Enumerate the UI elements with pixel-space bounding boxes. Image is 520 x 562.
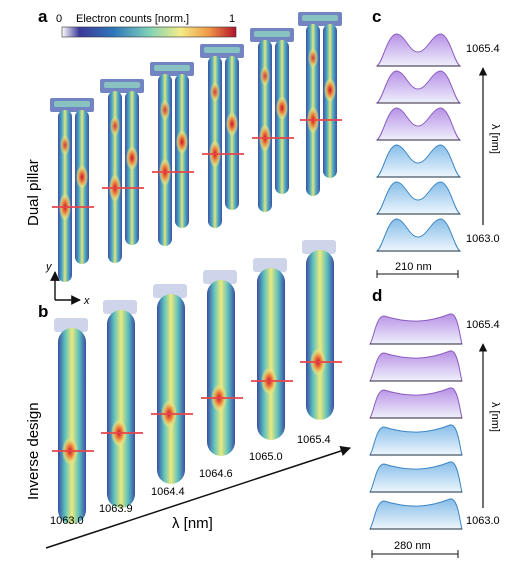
wavelength-label-6: 1065.4 bbox=[297, 434, 331, 446]
inverse-design-map-6 bbox=[300, 240, 342, 420]
panel-d-bottom-wavelength: 1063.0 bbox=[466, 515, 500, 527]
axis-x-label: x bbox=[83, 295, 90, 307]
inverse-design-profile-5 bbox=[369, 461, 463, 493]
wavelength-label-5: 1065.0 bbox=[249, 451, 283, 463]
inverse-design-profiles bbox=[369, 313, 463, 530]
colorbar: 0 Electron counts [norm.] 1 bbox=[56, 13, 237, 38]
dual-pillar-profile-5 bbox=[375, 181, 462, 215]
inverse-design-map-2 bbox=[101, 300, 143, 508]
dual-pillar-maps bbox=[50, 12, 342, 282]
panel-c-annotations: 1065.4 1063.0 λ [nm] 210 nm bbox=[376, 43, 501, 278]
colorbar-title: Electron counts [norm.] bbox=[76, 13, 189, 25]
dual-pillar-map-4 bbox=[200, 44, 244, 228]
panel-label-a: a bbox=[38, 7, 48, 26]
inverse-design-profile-1 bbox=[369, 313, 463, 345]
colorbar-gradient bbox=[61, 26, 237, 38]
dual-pillar-map-6 bbox=[298, 12, 342, 196]
dual-pillar-profiles bbox=[375, 33, 462, 252]
side-label-dual-pillar: Dual pillar bbox=[25, 159, 42, 226]
axis-indicator: y x bbox=[45, 261, 90, 307]
axis-y-label: y bbox=[45, 261, 53, 273]
dual-pillar-profile-3 bbox=[375, 107, 462, 141]
inverse-design-profile-4 bbox=[369, 424, 463, 456]
panel-d-top-wavelength: 1065.4 bbox=[466, 319, 500, 331]
panel-c-scale-bar: 210 nm bbox=[395, 261, 432, 273]
panel-label-d: d bbox=[372, 286, 382, 305]
inverse-design-maps bbox=[52, 240, 342, 524]
colorbar-max-label: 1 bbox=[229, 13, 235, 25]
inverse-design-profile-2 bbox=[369, 350, 463, 382]
panel-label-c: c bbox=[372, 7, 381, 26]
panel-c-bottom-wavelength: 1063.0 bbox=[466, 233, 500, 245]
wavelength-label-3: 1064.4 bbox=[151, 486, 185, 498]
dual-pillar-map-1 bbox=[50, 98, 94, 282]
side-label-inverse-design: Inverse design bbox=[25, 402, 42, 500]
wavelength-arrow-label: λ [nm] bbox=[172, 515, 213, 532]
panel-d-lambda-axis: λ [nm] bbox=[489, 402, 501, 432]
inverse-design-map-4 bbox=[201, 270, 243, 456]
inverse-design-profile-3 bbox=[369, 387, 463, 419]
panel-label-b: b bbox=[38, 302, 48, 321]
inverse-design-profile-6 bbox=[369, 498, 463, 530]
wavelength-label-4: 1064.6 bbox=[199, 468, 233, 480]
wavelength-label-2: 1063.9 bbox=[99, 503, 133, 515]
wavelength-arrow: λ [nm] bbox=[45, 445, 351, 549]
panel-d-annotations: 1065.4 1063.0 λ [nm] 280 nm bbox=[371, 319, 501, 558]
dual-pillar-profile-1 bbox=[375, 33, 462, 67]
dual-pillar-map-5 bbox=[250, 28, 294, 212]
panel-d-scale-bar: 280 nm bbox=[394, 540, 431, 552]
dual-pillar-profile-6 bbox=[375, 218, 462, 252]
dual-pillar-profile-2 bbox=[375, 70, 462, 104]
dual-pillar-profile-4 bbox=[375, 144, 462, 178]
inverse-design-map-5 bbox=[251, 258, 293, 440]
inverse-design-wavelength-labels: 1063.0 1063.9 1064.4 1064.6 1065.0 1065.… bbox=[50, 434, 331, 527]
panel-c-lambda-axis: λ [nm] bbox=[489, 124, 501, 154]
dual-pillar-map-2 bbox=[100, 79, 144, 263]
inverse-design-map-1 bbox=[52, 318, 94, 524]
colorbar-min-label: 0 bbox=[56, 13, 62, 25]
dual-pillar-map-3 bbox=[150, 62, 194, 246]
wavelength-label-1: 1063.0 bbox=[50, 515, 84, 527]
inverse-design-map-3 bbox=[151, 284, 193, 484]
panel-c-top-wavelength: 1065.4 bbox=[466, 43, 500, 55]
